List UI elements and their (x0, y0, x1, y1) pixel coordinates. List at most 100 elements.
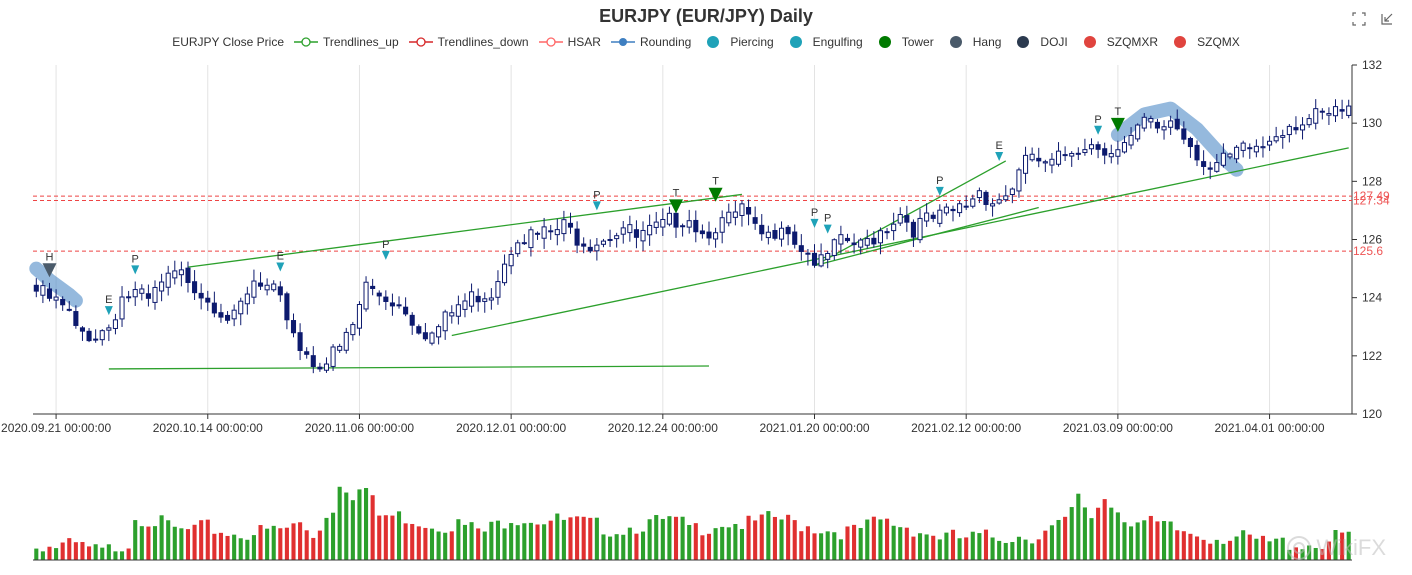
volume-bar (904, 527, 909, 560)
candle (851, 242, 857, 246)
legend-item-rounding[interactable]: Rounding (610, 35, 691, 49)
candle (1009, 188, 1015, 195)
candle (1161, 126, 1167, 131)
candle (350, 324, 356, 336)
candle (627, 224, 633, 234)
hsar-label: 125.6 (1353, 244, 1383, 258)
legend-symbol-icon (538, 37, 563, 47)
volume-bar (680, 516, 685, 560)
candle (943, 206, 949, 214)
volume-bar (1267, 541, 1272, 560)
volume-bar (885, 518, 890, 560)
candle (844, 237, 851, 242)
pattern-marker-piercing (592, 201, 601, 211)
volume-bar (779, 519, 784, 560)
candle (746, 207, 752, 215)
legend-item-doji[interactable]: DOJI (1011, 35, 1068, 49)
pattern-marker-label: T (673, 187, 680, 199)
volume-bar (687, 524, 692, 560)
candle (1174, 118, 1180, 130)
candle (548, 230, 554, 233)
candle (1115, 149, 1121, 157)
legend-item-piercing[interactable]: Piercing (701, 35, 774, 49)
legend-item-tower[interactable]: Tower (873, 35, 934, 49)
x-tick-label: 2021.03.09 00:00:00 (1063, 421, 1173, 435)
candle (86, 330, 92, 342)
volume-bar (1129, 526, 1134, 560)
legend-item-eurjpy-close-price[interactable]: EURJPY Close Price (172, 35, 284, 49)
volume-bar (113, 551, 118, 560)
candle (877, 230, 884, 244)
zoom-icon[interactable] (1352, 12, 1366, 26)
pattern-marker-label: P (824, 213, 831, 225)
legend-item-engulfing[interactable]: Engulfing (784, 35, 863, 49)
volume-bar (337, 486, 342, 560)
candle (508, 253, 514, 267)
legend-label: HSAR (567, 35, 601, 49)
volume-bar (40, 551, 45, 560)
volume-bar (357, 489, 362, 560)
volume-bar (251, 535, 256, 560)
legend-item-trendlines-up[interactable]: Trendlines_up (294, 35, 399, 49)
candle (818, 254, 824, 267)
candle (1181, 128, 1187, 140)
volume-bar (1056, 519, 1061, 560)
legend-item-hsar[interactable]: HSAR (538, 35, 601, 49)
candle (1029, 153, 1035, 161)
candle (1201, 161, 1207, 167)
volume-bar (792, 520, 797, 560)
legend-item-trendlines-down[interactable]: Trendlines_down (408, 35, 529, 49)
candle (455, 304, 461, 317)
restore-icon[interactable] (1380, 12, 1394, 26)
candle (205, 297, 211, 303)
x-tick-label: 2020.09.21 00:00:00 (1, 421, 111, 435)
pattern-marker-label: H (46, 251, 54, 263)
legend-symbol-icon (878, 36, 891, 48)
y-tick-label: 130 (1362, 116, 1382, 130)
candle (501, 263, 508, 284)
pattern-marker-tower (1110, 117, 1125, 132)
candle (732, 211, 738, 218)
legend-item-szqmx[interactable]: SZQMX (1168, 35, 1240, 49)
candle (528, 229, 534, 249)
volume-bar (489, 521, 494, 560)
volume-bar (311, 537, 316, 560)
volume-bar (1208, 543, 1213, 560)
trendline-up (187, 193, 743, 268)
candle (726, 211, 732, 224)
volume-bar (805, 526, 810, 560)
volume-bar (331, 512, 336, 560)
volume-bar (106, 544, 111, 560)
candle (1128, 134, 1134, 146)
volume-bar (159, 515, 164, 560)
volume-bar (673, 516, 679, 560)
volume-bar (324, 517, 329, 560)
volume-bar (449, 531, 454, 560)
legend-item-szqmxr[interactable]: SZQMXR (1078, 35, 1158, 49)
volume-bar (410, 523, 415, 560)
candle (337, 345, 343, 351)
candle (660, 218, 666, 228)
candle (1023, 154, 1029, 174)
candle (330, 346, 336, 367)
volume-bar (865, 519, 870, 560)
candle (1141, 116, 1147, 129)
hsar-label: 127.34 (1353, 194, 1390, 208)
volume-bar (238, 538, 243, 560)
candle (1154, 121, 1160, 129)
candle (1260, 146, 1266, 149)
candle (356, 304, 362, 329)
volume-bar (647, 519, 652, 560)
volume-bar (1076, 493, 1081, 560)
candle (1339, 109, 1345, 112)
candle (937, 209, 943, 224)
candle (680, 225, 686, 228)
volume-bar (1161, 521, 1167, 560)
volume-bar (970, 531, 975, 560)
candle (719, 217, 725, 233)
volume-bar (1274, 538, 1279, 560)
chart-legend: EURJPY Close Price Trendlines_up Trendline… (0, 35, 1412, 49)
volume-bar (660, 518, 665, 560)
volume-bar (733, 524, 738, 560)
legend-item-hang[interactable]: Hang (944, 35, 1001, 49)
